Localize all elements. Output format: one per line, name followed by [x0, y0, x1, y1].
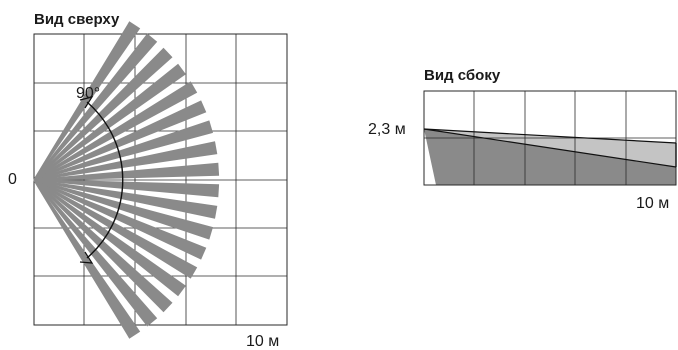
beam	[33, 179, 218, 219]
beam	[33, 81, 198, 181]
top-view	[33, 21, 288, 339]
side-upper-ray	[423, 128, 677, 144]
beam	[33, 33, 158, 181]
beam	[34, 179, 220, 198]
angle-label: 90°	[76, 85, 101, 102]
beam	[33, 21, 141, 181]
detection-beams	[33, 21, 220, 339]
beam	[33, 120, 213, 181]
side-view	[423, 90, 677, 186]
height-label: 2,3 м	[368, 121, 406, 138]
side-view-title: Вид сбоку	[424, 67, 501, 84]
beam	[33, 141, 218, 181]
origin-label: 0	[8, 171, 17, 188]
side-view-grid	[424, 91, 676, 185]
side-zone-dark	[424, 129, 676, 185]
top-view-title: Вид сверху	[34, 11, 120, 28]
arc-arrow-top	[79, 96, 94, 109]
side-distance-label: 10 м	[636, 195, 670, 212]
beam	[33, 179, 141, 339]
coverage-arc	[86, 101, 124, 259]
beam	[33, 179, 173, 313]
beam	[33, 179, 198, 279]
side-lower-ray	[423, 128, 677, 168]
beam	[33, 63, 186, 181]
beam	[33, 179, 186, 297]
beam	[33, 100, 207, 181]
beam	[33, 179, 213, 240]
arc-arrow-bottom	[79, 251, 94, 264]
beam	[34, 162, 220, 181]
beam	[33, 179, 207, 260]
beam	[33, 179, 158, 327]
beam	[33, 47, 173, 181]
top-distance-label: 10 м	[246, 333, 280, 350]
